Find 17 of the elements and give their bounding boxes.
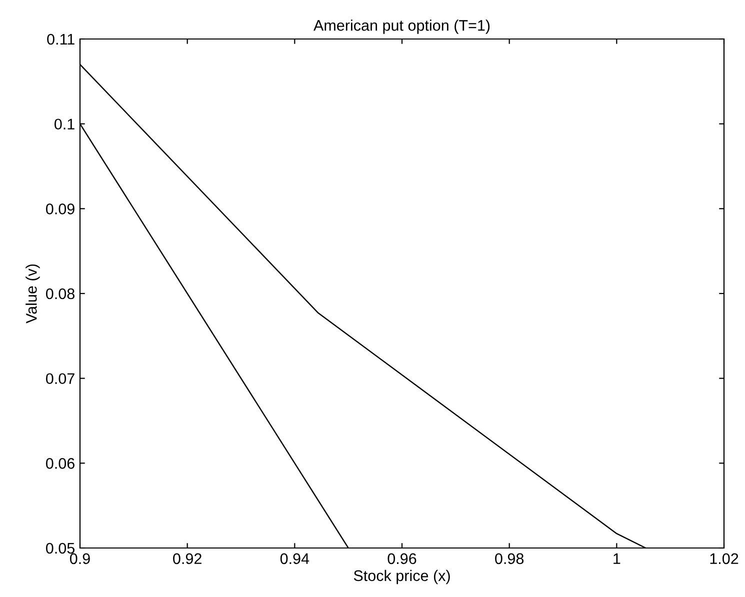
y-tick-label: 0.09	[46, 204, 74, 214]
x-tick-label: 0.96	[388, 553, 416, 564]
x-tick-label: 1	[614, 553, 620, 564]
x-tick-label: 0.98	[495, 553, 524, 564]
y-tick-label: 0.1	[54, 118, 74, 130]
y-tick-label: 0.08	[46, 288, 74, 300]
y-axis-title: Value (v)	[26, 264, 40, 324]
y-tick-label: 0.06	[46, 458, 74, 469]
chart-title: American put option (T=1)	[314, 20, 490, 34]
y-tick-label: 0.05	[46, 542, 74, 554]
y-tick-label: 0.07	[46, 373, 74, 384]
x-axis-title: Stock price (x)	[354, 570, 450, 584]
y-tick-label: 0.11	[47, 34, 74, 45]
x-tick-label: 1.02	[710, 553, 738, 564]
x-tick-label: 0.94	[280, 553, 310, 564]
x-tick-label: 0.92	[173, 553, 202, 564]
x-tick-label: 0.9	[70, 553, 90, 564]
